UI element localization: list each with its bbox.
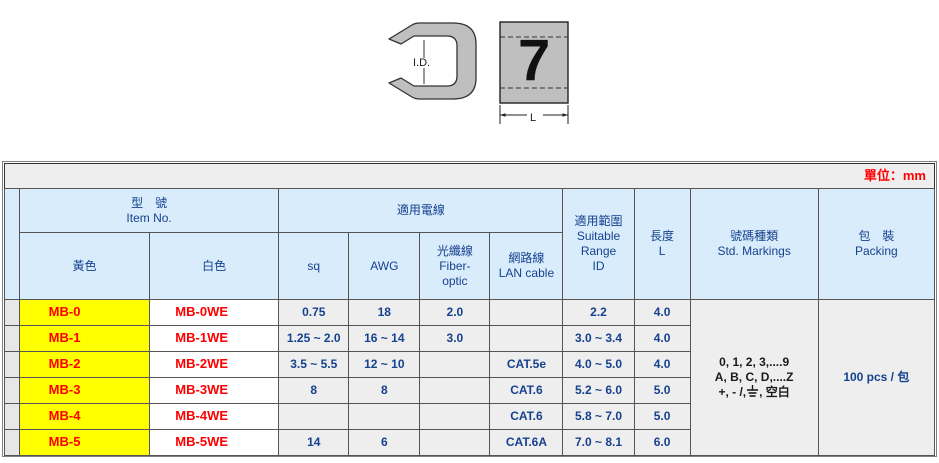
svg-text:I.D.: I.D. — [413, 57, 430, 69]
svg-text:L: L — [530, 112, 536, 124]
svg-text:7: 7 — [518, 28, 550, 93]
